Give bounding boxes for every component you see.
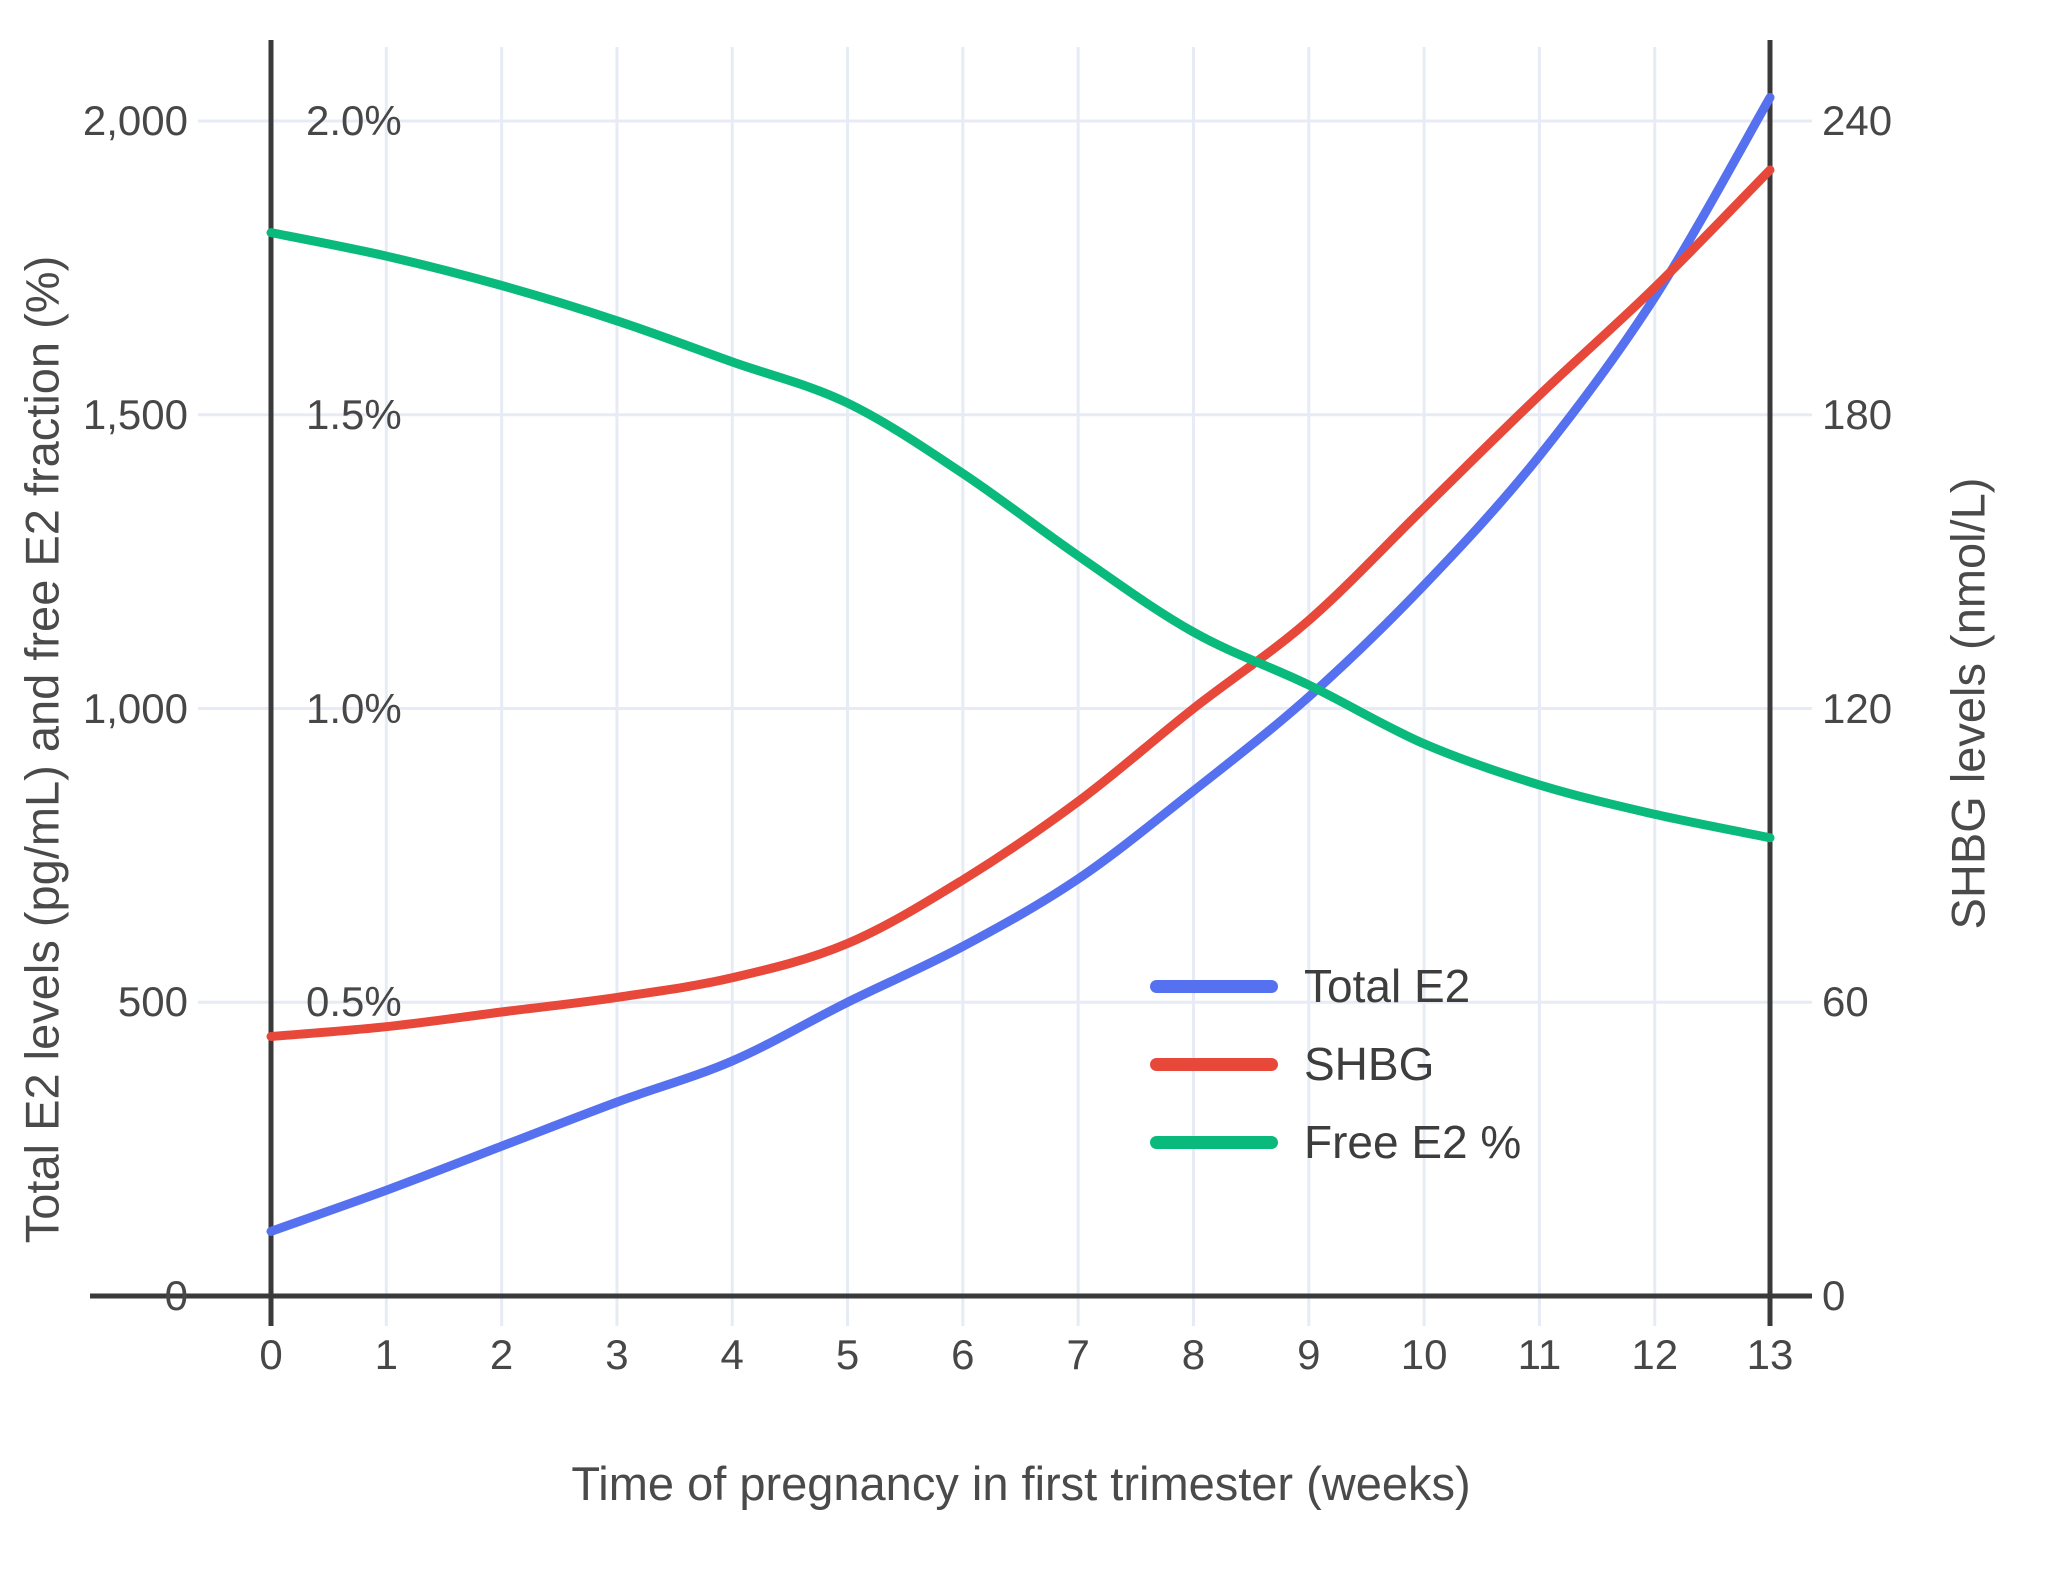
xtick-8: 8 xyxy=(1181,1331,1206,1378)
right-ytick-120: 120 xyxy=(1822,684,1893,732)
series-line-free-e2- xyxy=(266,228,1775,843)
legend-swatch-free-e2 xyxy=(1150,1135,1278,1149)
pct-label-15: 1.5% xyxy=(306,390,402,438)
legend-item-free-e2: Free E2 % xyxy=(1150,1103,1521,1181)
legend-item-shbg: SHBG xyxy=(1150,1025,1521,1103)
xtick-4: 4 xyxy=(720,1331,744,1378)
xtick-9: 9 xyxy=(1297,1331,1321,1378)
left-ytick-500: 500 xyxy=(117,978,188,1026)
left-ytick-2000: 2,000 xyxy=(82,97,188,144)
left-ytick-1500: 1,500 xyxy=(82,390,188,438)
xtick-3: 3 xyxy=(605,1331,629,1378)
pct-label-05: 0.5% xyxy=(306,978,402,1026)
xtick-1: 1 xyxy=(374,1331,398,1378)
series-line-total-e2 xyxy=(266,93,1775,1236)
pct-label-20: 2.0% xyxy=(306,97,402,144)
legend-label-free-e2: Free E2 % xyxy=(1304,1116,1522,1168)
right-ytick-240: 240 xyxy=(1822,97,1893,144)
left-ytick-0: 0 xyxy=(164,1272,188,1319)
xtick-6: 6 xyxy=(951,1331,975,1378)
xtick-7: 7 xyxy=(1066,1331,1090,1378)
left-y-axis-title: Total E2 levels (pg/mL) and free E2 frac… xyxy=(15,255,69,1244)
xtick-10: 10 xyxy=(1400,1331,1448,1378)
legend-swatch-shbg xyxy=(1150,1057,1278,1071)
right-ytick-0: 0 xyxy=(1822,1272,1846,1319)
series-line-shbg xyxy=(266,165,1775,1041)
xtick-11: 11 xyxy=(1517,1331,1562,1378)
legend-label-shbg: SHBG xyxy=(1304,1038,1435,1090)
xtick-0: 0 xyxy=(259,1331,283,1378)
legend: Total E2 SHBG Free E2 % xyxy=(1150,947,1521,1181)
xtick-12: 12 xyxy=(1631,1331,1679,1378)
xtick-13: 13 xyxy=(1746,1331,1794,1378)
pct-label-10: 1.0% xyxy=(306,684,402,732)
left-ytick-1000: 1,000 xyxy=(82,684,188,732)
legend-label-total-e2: Total E2 xyxy=(1304,960,1471,1012)
legend-item-total-e2: Total E2 xyxy=(1150,947,1521,1025)
xtick-2: 2 xyxy=(489,1331,514,1378)
right-y-axis-title: SHBG levels (nmol/L) xyxy=(1941,477,1995,930)
right-ytick-60: 60 xyxy=(1822,978,1869,1026)
x-axis-title: Time of pregnancy in first trimester (we… xyxy=(571,1457,1471,1510)
right-ytick-180: 180 xyxy=(1822,390,1893,438)
legend-swatch-total-e2 xyxy=(1150,979,1278,993)
xtick-5: 5 xyxy=(835,1331,860,1378)
